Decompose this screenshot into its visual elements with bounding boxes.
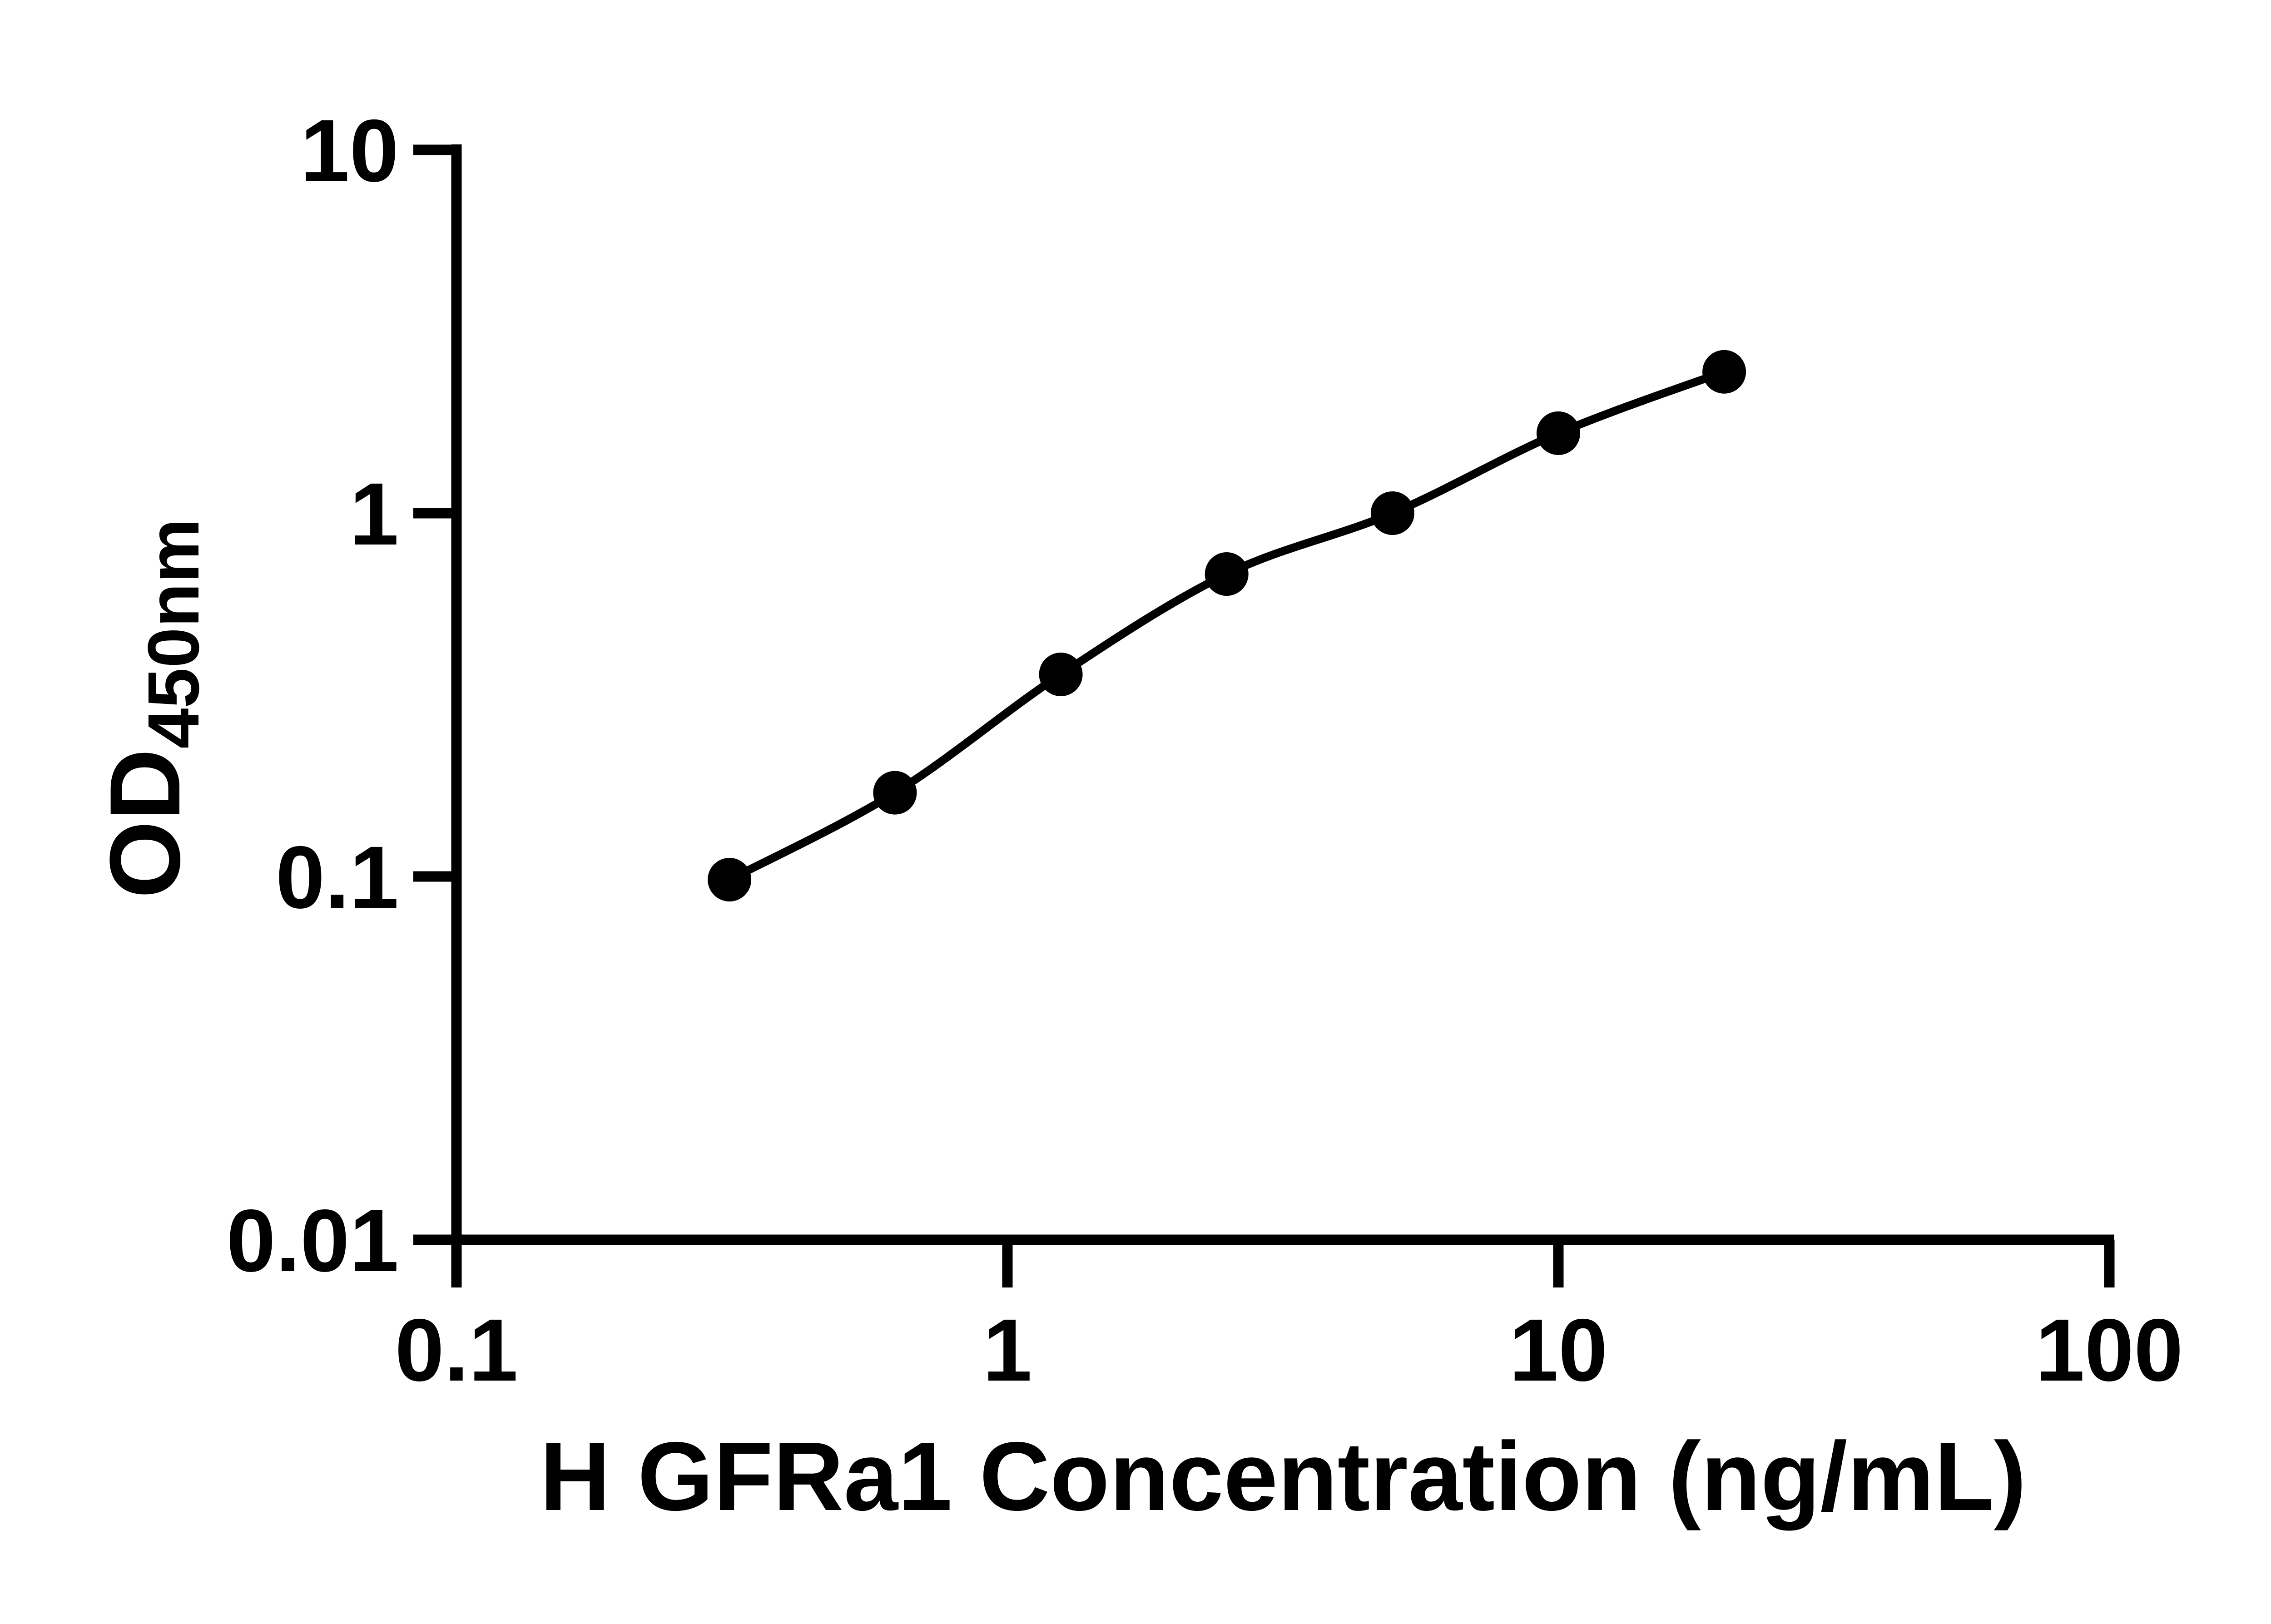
data-point-marker — [1702, 350, 1746, 394]
y-tick-label: 0.01 — [226, 1191, 399, 1290]
x-axis-title: H GFRa1 Concentration (ng/mL) — [540, 1421, 2027, 1531]
y-axis-title: OD450nm — [89, 519, 214, 899]
data-point-marker — [1205, 552, 1249, 596]
data-point-marker — [873, 771, 917, 815]
data-point-marker — [1039, 653, 1083, 696]
y-tick-label: 1 — [350, 465, 399, 564]
y-axis-title-subscript: 450nm — [133, 519, 214, 749]
x-tick-label: 1 — [983, 1301, 1032, 1400]
data-point-marker — [1370, 491, 1414, 535]
data-point-marker — [1537, 411, 1580, 455]
y-tick-label: 0.1 — [276, 828, 399, 927]
plot-area: 10 1 0.1 0.01 0.1 1 10 100 — [226, 101, 2183, 1400]
y-axis-title-main: OD — [89, 748, 201, 898]
x-tick-label: 10 — [1509, 1301, 1608, 1400]
data-point-marker — [708, 858, 752, 901]
x-tick-label: 0.1 — [395, 1301, 518, 1400]
x-tick-label: 100 — [2035, 1301, 2183, 1400]
y-tick-label: 10 — [300, 101, 399, 200]
